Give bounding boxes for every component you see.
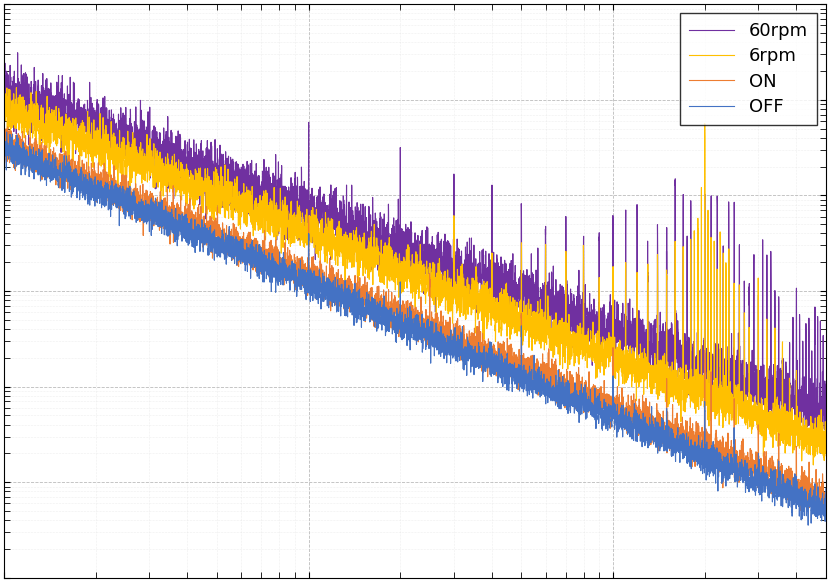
OFF xyxy=(41,161,51,168)
Line: OFF: OFF xyxy=(4,132,826,525)
OFF xyxy=(821,485,830,492)
6rpm xyxy=(652,353,662,360)
6rpm xyxy=(608,354,618,361)
60rpm xyxy=(521,297,531,304)
6rpm xyxy=(297,235,307,242)
60rpm xyxy=(41,86,51,93)
ON xyxy=(2,123,12,130)
OFF xyxy=(803,521,813,528)
60rpm xyxy=(0,129,9,136)
OFF xyxy=(0,161,9,168)
ON xyxy=(816,511,826,518)
ON xyxy=(608,408,618,415)
ON xyxy=(41,158,51,165)
ON xyxy=(821,506,830,513)
60rpm xyxy=(12,49,22,56)
6rpm xyxy=(486,304,496,311)
Legend: 60rpm, 6rpm, ON, OFF: 60rpm, 6rpm, ON, OFF xyxy=(680,13,817,125)
OFF xyxy=(297,276,307,283)
6rpm xyxy=(12,84,22,91)
6rpm xyxy=(808,462,818,469)
OFF xyxy=(521,387,531,394)
6rpm xyxy=(0,152,9,159)
60rpm xyxy=(821,398,830,404)
OFF xyxy=(2,129,12,136)
OFF xyxy=(486,366,496,373)
Line: ON: ON xyxy=(4,127,826,514)
ON xyxy=(521,363,531,370)
ON xyxy=(297,261,307,268)
60rpm xyxy=(608,351,618,358)
ON xyxy=(652,438,662,445)
60rpm xyxy=(813,442,823,449)
60rpm xyxy=(652,311,662,318)
ON xyxy=(0,158,9,165)
6rpm xyxy=(41,131,51,138)
Line: 6rpm: 6rpm xyxy=(4,88,826,465)
60rpm xyxy=(297,202,307,209)
60rpm xyxy=(486,279,496,286)
OFF xyxy=(608,415,618,422)
Line: 60rpm: 60rpm xyxy=(4,53,826,446)
OFF xyxy=(652,427,662,434)
ON xyxy=(486,360,496,367)
6rpm xyxy=(521,310,531,317)
6rpm xyxy=(821,436,830,443)
